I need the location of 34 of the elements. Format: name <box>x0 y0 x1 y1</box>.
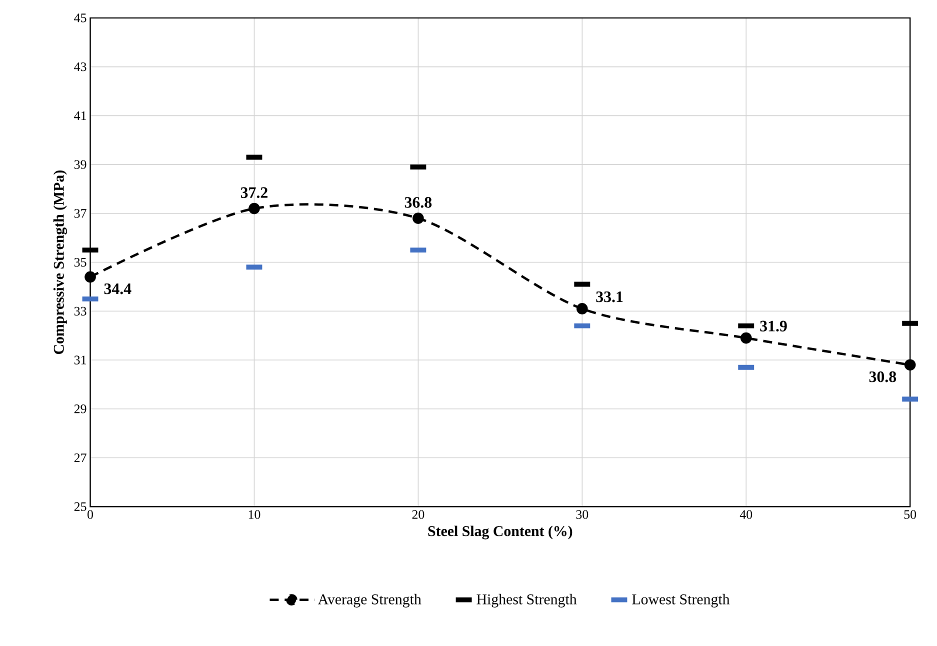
x-tick-label: 10 <box>248 510 260 519</box>
legend-label: Average Strength <box>318 594 422 608</box>
y-tick-label: 43 <box>74 62 86 72</box>
x-tick-label: 30 <box>576 510 588 519</box>
point <box>576 302 588 314</box>
data-label: 31.9 <box>760 320 787 332</box>
y-tick-label: 33 <box>74 306 86 316</box>
point <box>248 202 260 214</box>
legend-label: Lowest Strength <box>632 594 730 608</box>
y-axis-title: Compressive Strength (MPa) <box>53 170 68 354</box>
y-tick-label: 29 <box>74 404 86 414</box>
x-tick-label: 0 <box>88 510 93 519</box>
legend-label: Highest Strength <box>476 594 577 608</box>
x-tick-label: 40 <box>740 510 752 519</box>
point <box>412 212 424 224</box>
data-label: 33.1 <box>596 291 623 302</box>
y-tick-label: 41 <box>74 111 86 120</box>
data-label: 37.2 <box>240 187 268 198</box>
point <box>904 359 916 370</box>
y-tick-label: 39 <box>74 160 86 169</box>
x-axis-title: Steel Slag Content (%) <box>428 526 572 540</box>
x-tick-label: 50 <box>904 510 916 519</box>
data-label: 30.8 <box>869 371 896 382</box>
y-tick-label: 37 <box>74 208 86 218</box>
y-tick-label: 27 <box>74 453 86 462</box>
y-tick-label: 25 <box>74 502 86 511</box>
y-tick-label: 45 <box>74 13 86 22</box>
point <box>740 332 752 344</box>
x-tick-label: 20 <box>412 510 424 519</box>
y-tick-label: 31 <box>74 356 86 364</box>
y-tick-label: 35 <box>74 258 86 266</box>
point <box>84 271 96 282</box>
data-label: 36.8 <box>404 196 432 208</box>
data-label: 34.4 <box>104 283 132 294</box>
